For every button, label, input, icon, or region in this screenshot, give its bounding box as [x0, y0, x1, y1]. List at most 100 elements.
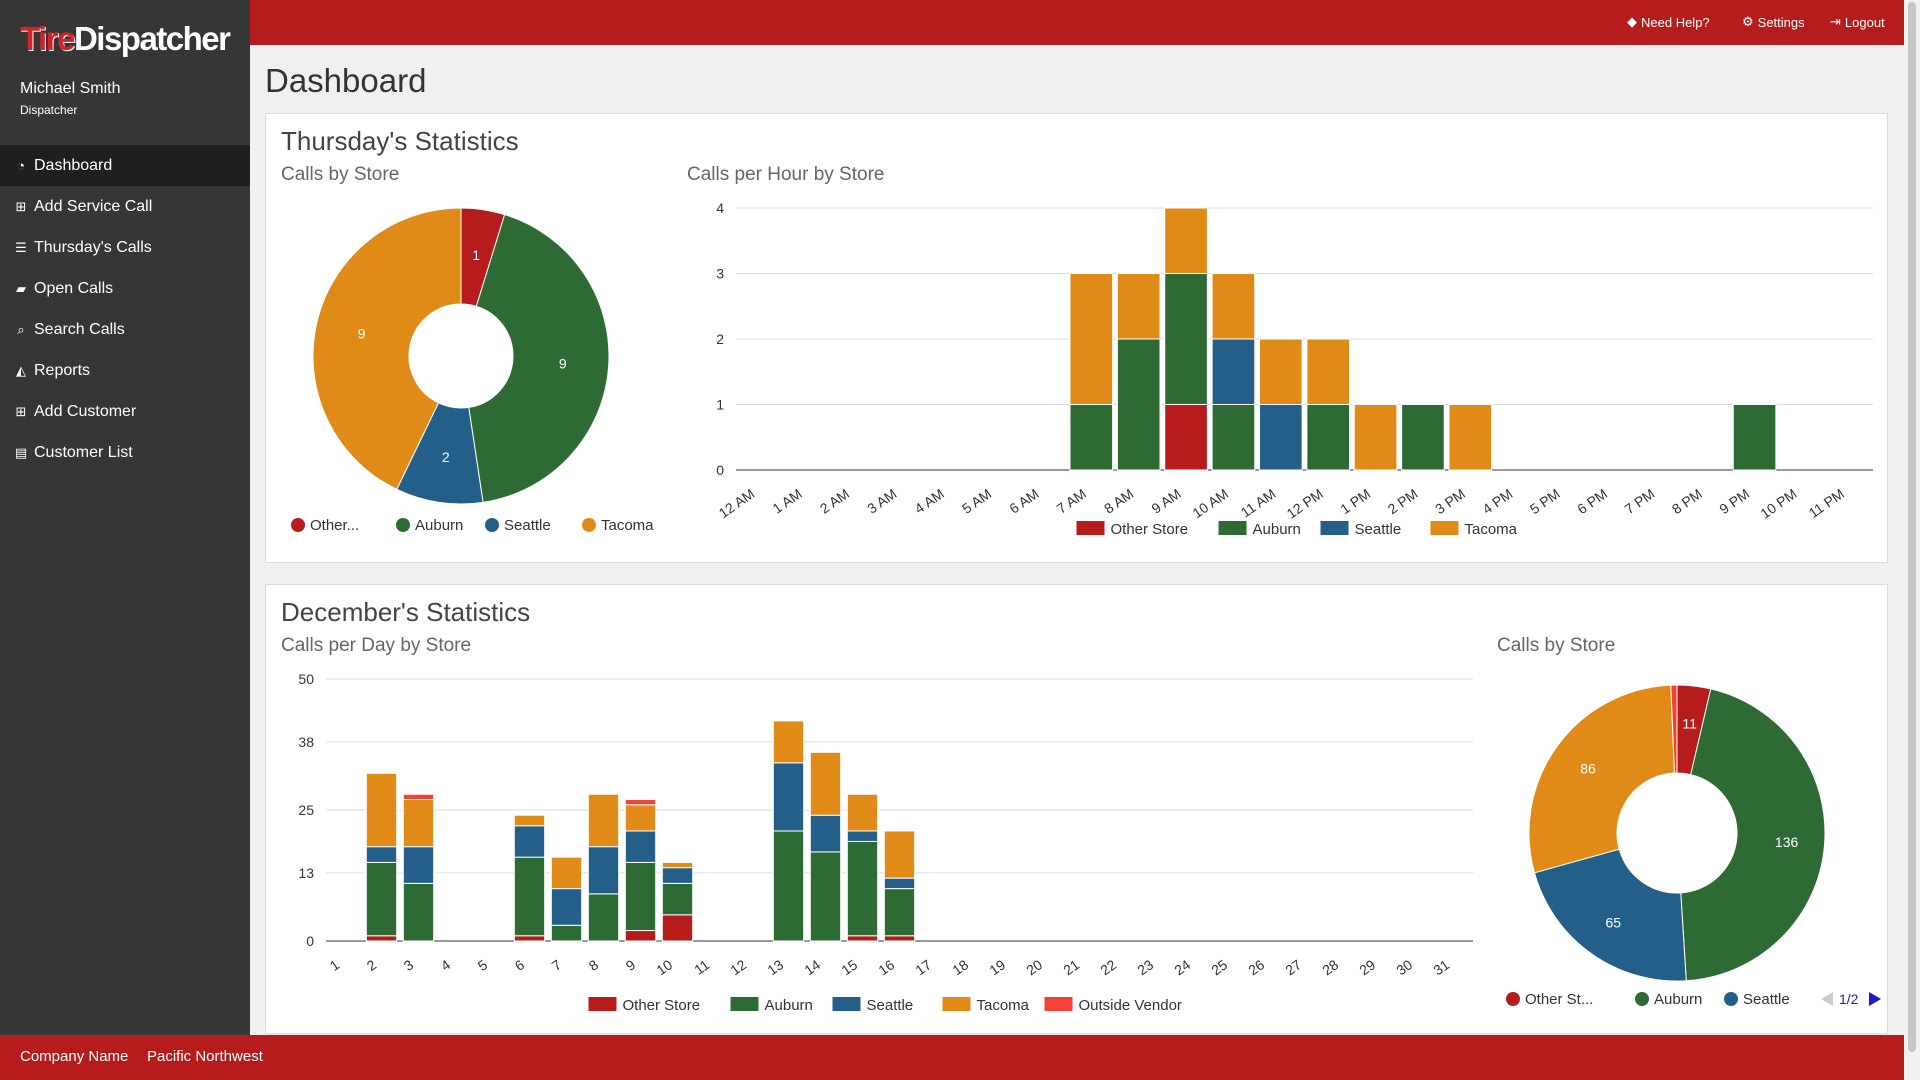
legend-item-tacoma[interactable]: Tacoma	[1430, 521, 1518, 538]
bar-segment-auburn[interactable]	[550, 924, 583, 942]
bar-segment-seattle[interactable]	[402, 846, 435, 884]
bar-segment-seattle[interactable]	[624, 830, 657, 863]
bar-segment-tacoma[interactable]	[587, 793, 620, 848]
sidebar-item-open-calls[interactable]: ▰ Open Calls	[0, 268, 250, 309]
bar-segment-other-store[interactable]	[846, 935, 879, 942]
bar-segment-tacoma[interactable]	[846, 793, 879, 832]
bar-segment-tacoma[interactable]	[809, 751, 842, 816]
bar-segment-other-store[interactable]	[883, 935, 916, 942]
bar-segment-seattle[interactable]	[587, 846, 620, 895]
bar-segment-auburn[interactable]	[772, 830, 805, 942]
bar-segment-seattle[interactable]	[513, 825, 546, 858]
bar-segment-auburn[interactable]	[809, 851, 842, 942]
bar-segment-tacoma[interactable]	[1211, 273, 1256, 340]
scrollbar-thumb[interactable]	[1908, 2, 1916, 1052]
bar-segment-auburn[interactable]	[1069, 404, 1114, 471]
pie-slice-outside-vendor[interactable]	[1670, 684, 1678, 774]
bar-segment-tacoma[interactable]	[1258, 338, 1303, 405]
bar-segment-other-store[interactable]	[365, 935, 398, 942]
bar-segment-auburn[interactable]	[1306, 404, 1351, 471]
legend-item-tacoma[interactable]: Tacoma	[582, 517, 654, 534]
bar-segment-seattle[interactable]	[809, 814, 842, 853]
bar-segment-tacoma[interactable]	[1116, 273, 1161, 340]
pie-slice-seattle[interactable]	[1533, 848, 1687, 982]
sidebar-item-dashboard[interactable]: ◔ Dashboard	[0, 145, 250, 186]
bar-segment-seattle[interactable]	[846, 830, 879, 842]
bar-segment-auburn[interactable]	[846, 840, 879, 937]
legend-item-seattle[interactable]: Seattle	[485, 517, 551, 534]
bar-segment-outside-vendor[interactable]	[402, 793, 435, 801]
bar-segment-tacoma[interactable]	[513, 814, 546, 827]
legend-pager[interactable]: 1/2	[1821, 991, 1881, 1007]
bar-segment-tacoma[interactable]	[1164, 207, 1208, 274]
bar-segment-auburn[interactable]	[1164, 273, 1208, 405]
legend-item-other-store[interactable]: Other Store	[588, 997, 701, 1014]
bar-segment-tacoma[interactable]	[772, 720, 805, 764]
bar-segment-auburn[interactable]	[587, 893, 620, 942]
legend-next-icon[interactable]	[1869, 992, 1881, 1006]
bar-segment-auburn[interactable]	[402, 882, 435, 942]
bar-segment-auburn[interactable]	[661, 882, 694, 916]
bar-segment-auburn[interactable]	[513, 856, 546, 937]
bar-segment-outside-vendor[interactable]	[624, 799, 657, 806]
bar-segment-tacoma[interactable]	[883, 830, 916, 879]
pie-slice-auburn[interactable]	[468, 213, 610, 503]
december-calls-by-store-chart: 11 136 65 86 Other St... Auburn Seattle 1/2	[1506, 684, 1881, 1008]
legend-item-auburn[interactable]: Auburn	[396, 517, 463, 534]
bar-segment-tacoma[interactable]	[1306, 338, 1351, 405]
settings-link[interactable]: ⚙ Settings	[1742, 14, 1805, 30]
bar-segment-auburn[interactable]	[1211, 404, 1256, 471]
bar-segment-tacoma[interactable]	[365, 772, 398, 848]
legend-item-other-store[interactable]: Other St...	[1506, 991, 1593, 1008]
bar-segment-other-store[interactable]	[1164, 404, 1208, 471]
bar-segment-tacoma[interactable]	[1353, 404, 1398, 471]
bar-segment-seattle[interactable]	[661, 867, 694, 884]
bar-segment-seattle[interactable]	[1211, 338, 1256, 405]
bar-segment-tacoma[interactable]	[1069, 273, 1114, 405]
bar-segment-auburn[interactable]	[1732, 404, 1777, 471]
legend-item-outside-vendor[interactable]: Outside Vendor	[1044, 997, 1182, 1014]
bar-segment-seattle[interactable]	[550, 888, 583, 926]
legend-label: Outside Vendor	[1079, 997, 1182, 1014]
logout-link[interactable]: ⇥ Logout	[1830, 14, 1885, 30]
bar-segment-tacoma[interactable]	[661, 861, 694, 869]
legend-item-auburn[interactable]: Auburn	[1218, 521, 1301, 538]
bar-segment-tacoma[interactable]	[402, 799, 435, 848]
sidebar-item-reports[interactable]: ◭ Reports	[0, 350, 250, 391]
pie-slice-tacoma[interactable]	[312, 207, 462, 491]
bar-segment-seattle[interactable]	[365, 846, 398, 863]
bar-segment-auburn[interactable]	[1116, 338, 1161, 471]
app-logo[interactable]: TireDispatcher	[20, 20, 231, 60]
legend-prev-icon[interactable]	[1821, 992, 1833, 1006]
bar-segment-tacoma[interactable]	[624, 804, 657, 832]
bar-segment-auburn[interactable]	[624, 861, 657, 932]
sidebar-item-search-calls[interactable]: ⌕ Search Calls	[0, 309, 250, 350]
bar-segment-tacoma[interactable]	[550, 856, 583, 890]
bar-segment-other-store[interactable]	[661, 914, 694, 942]
legend-item-other-store[interactable]: Other...	[291, 517, 359, 534]
need-help-link[interactable]: ◆ Need Help?	[1627, 14, 1710, 30]
page-scrollbar[interactable]	[1904, 0, 1920, 1080]
sidebar-item-add-customer[interactable]: ⊞ Add Customer	[0, 391, 250, 432]
legend-item-tacoma[interactable]: Tacoma	[942, 997, 1030, 1014]
bar-segment-auburn[interactable]	[365, 861, 398, 937]
legend-item-seattle[interactable]: Seattle	[832, 997, 914, 1014]
bar-segment-other-store[interactable]	[624, 930, 657, 942]
bar-segment-other-store[interactable]	[513, 935, 546, 942]
bar-segment-seattle[interactable]	[1258, 404, 1303, 471]
bar-segment-auburn[interactable]	[1401, 404, 1445, 471]
bar-segment-tacoma[interactable]	[1448, 404, 1493, 471]
bar-segment-seattle[interactable]	[772, 762, 805, 832]
legend-item-auburn[interactable]: Auburn	[1635, 991, 1702, 1008]
legend-item-auburn[interactable]: Auburn	[730, 997, 813, 1014]
pie-slice-auburn[interactable]	[1680, 688, 1826, 982]
sidebar-item-add-service-call[interactable]: ⊞ Add Service Call	[0, 186, 250, 227]
legend-item-seattle[interactable]: Seattle	[1320, 521, 1402, 538]
sidebar-item-thursday-s-calls[interactable]: ☰ Thursday's Calls	[0, 227, 250, 268]
legend-item-seattle[interactable]: Seattle	[1724, 991, 1790, 1008]
bar-segment-auburn[interactable]	[883, 888, 916, 937]
bar-segment-seattle[interactable]	[883, 877, 916, 890]
legend-item-other-store[interactable]: Other Store	[1076, 521, 1189, 538]
sidebar-item-customer-list[interactable]: ▤ Customer List	[0, 432, 250, 473]
pie-slice-tacoma[interactable]	[1528, 684, 1676, 874]
